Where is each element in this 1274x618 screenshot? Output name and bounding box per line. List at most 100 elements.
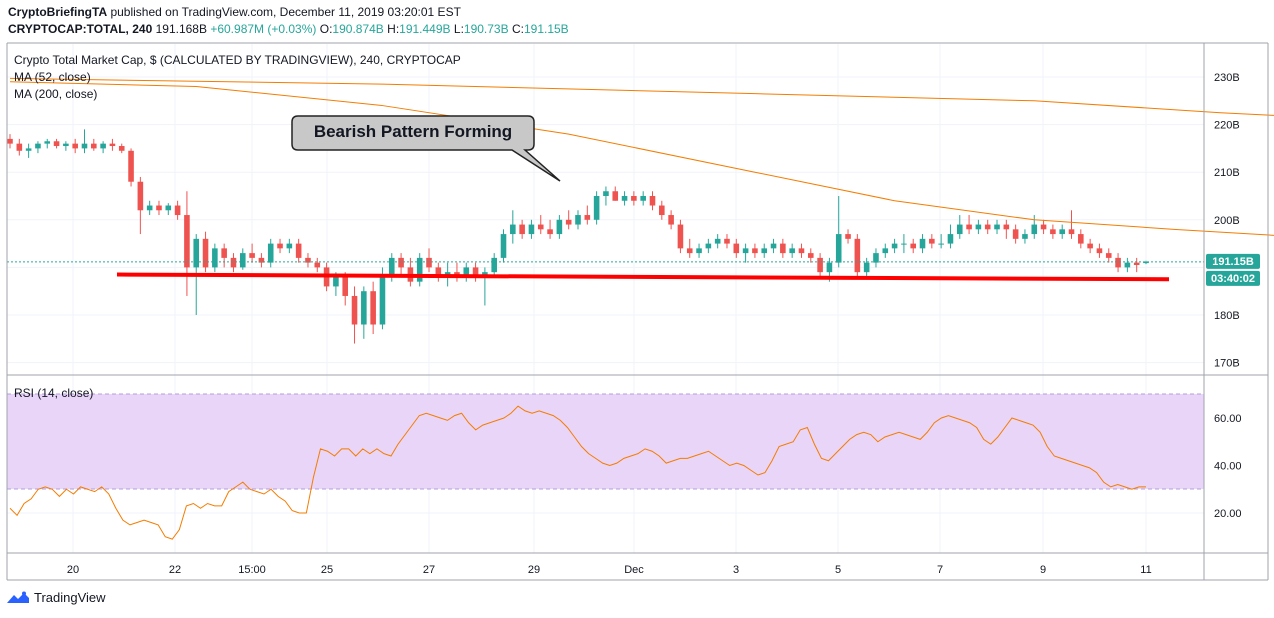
time-tick-label: 27: [423, 564, 435, 576]
candle-body: [901, 243, 907, 245]
footer-brand[interactable]: TradingView: [34, 590, 106, 605]
candle-body: [230, 257, 237, 268]
candle-body: [370, 291, 376, 325]
candle-body: [435, 267, 442, 277]
candle-body: [565, 219, 572, 225]
price-tick-label: 170B: [1214, 358, 1240, 370]
candle-body: [1105, 253, 1112, 258]
candle-body: [16, 143, 23, 151]
candle-body: [714, 238, 721, 244]
candles: [7, 129, 1149, 344]
time-tick-label: 9: [1040, 564, 1046, 576]
candle-body: [686, 248, 693, 254]
price-tag: 191.15B 03:40:02: [1206, 253, 1260, 286]
candle-body: [305, 257, 311, 263]
candle-body: [1050, 229, 1056, 235]
candle-body: [361, 291, 367, 325]
candle-body: [752, 248, 758, 254]
candle-body: [807, 253, 814, 258]
time-tick-label: 22: [169, 564, 181, 576]
price-tick-label: 180B: [1214, 310, 1240, 322]
candle-body: [388, 257, 395, 277]
candle-body: [239, 253, 246, 268]
candle-body: [1040, 224, 1047, 230]
candle-body: [118, 146, 125, 151]
publisher-name[interactable]: CryptoBriefingTA: [8, 5, 108, 19]
candle-body: [873, 253, 879, 263]
candle-body: [156, 205, 162, 211]
time-tick-label: 29: [528, 564, 540, 576]
candle-body: [426, 257, 432, 268]
time-tick-label: 3: [733, 564, 739, 576]
price-axis: 230B 220B 210B 200B 180B 170B: [1214, 72, 1240, 370]
low-label: L:: [453, 22, 464, 36]
rsi-tick-label: 20.00: [1214, 508, 1242, 520]
candle-body: [761, 248, 768, 254]
candle-body: [724, 238, 730, 244]
rsi-axis: 60.00 40.00 20.00: [1214, 413, 1242, 520]
tradingview-logo-icon: [7, 591, 29, 603]
candle-body: [35, 143, 41, 149]
candle-body: [854, 238, 861, 273]
candle-body: [212, 248, 218, 268]
rsi-label: RSI (14, close): [14, 386, 93, 400]
chart-title: Crypto Total Market Cap, $ (CALCULATED B…: [14, 53, 461, 67]
candle-body: [1031, 224, 1038, 235]
candle-body: [975, 224, 982, 230]
rsi-line: [9, 405, 1146, 540]
candle-body: [705, 243, 712, 249]
open-value: 190.874B: [332, 22, 384, 36]
price-tag-label: 191.15B: [1212, 256, 1254, 268]
candle-body: [463, 267, 470, 277]
candle-body: [668, 215, 674, 225]
candle-body: [277, 243, 283, 249]
candle-body: [537, 224, 544, 230]
candle-body: [128, 150, 134, 182]
legend: Crypto Total Market Cap, $ (CALCULATED B…: [14, 53, 461, 400]
candle-body: [863, 262, 870, 273]
time-tick-label: Dec: [624, 564, 644, 576]
chart-header: CryptoBriefingTA published on TradingVie…: [8, 4, 569, 38]
candle-body: [25, 148, 32, 151]
candle-body: [956, 224, 963, 235]
candle-body: [1068, 229, 1075, 235]
candle-body: [882, 248, 889, 254]
candle-body: [519, 224, 525, 235]
ma200-line: [9, 77, 1274, 116]
candle-body: [295, 243, 302, 258]
candle-body: [472, 267, 479, 277]
candle-body: [845, 234, 851, 239]
candle-body: [603, 191, 609, 196]
candle-body: [72, 143, 78, 149]
low-value: 190.73B: [463, 22, 509, 36]
candle-body: [1012, 229, 1019, 239]
candle-body: [919, 238, 926, 249]
candle-body: [659, 205, 665, 216]
candle-body: [314, 262, 321, 268]
candle-body: [1022, 234, 1028, 239]
time-tick-label: 25: [321, 564, 333, 576]
candle-body: [1133, 262, 1140, 266]
candle-body: [649, 196, 656, 206]
close-value: 191.15B: [523, 22, 569, 36]
footer: TradingView: [6, 590, 106, 605]
candle-body: [1143, 261, 1149, 264]
callout-text: Bearish Pattern Forming: [314, 122, 512, 141]
candle-body: [528, 224, 535, 235]
time-tick-label: 11: [1140, 564, 1151, 576]
candle-body: [733, 243, 740, 254]
candle-body: [770, 243, 777, 249]
candle-body: [947, 234, 954, 244]
candle-body: [1087, 243, 1093, 249]
rsi-tick-label: 60.00: [1214, 413, 1242, 425]
candle-body: [780, 243, 786, 254]
candle-body: [1003, 224, 1010, 230]
candle-body: [91, 143, 97, 149]
candle-body: [817, 257, 823, 273]
candle-body: [137, 181, 144, 211]
time-tick-label: 5: [835, 564, 841, 576]
candle-body: [63, 143, 69, 147]
candle-body: [416, 257, 423, 282]
support-line: [116, 272, 1170, 282]
